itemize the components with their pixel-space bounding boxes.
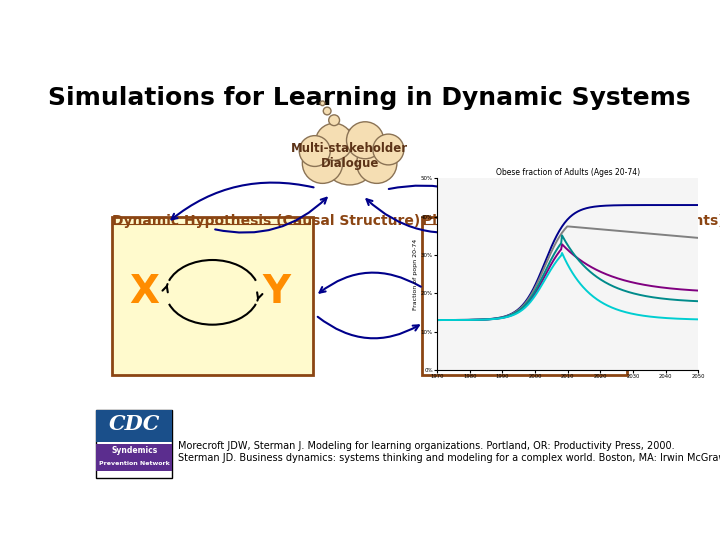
FancyBboxPatch shape: [112, 217, 313, 375]
Circle shape: [300, 136, 330, 166]
Circle shape: [346, 122, 384, 159]
Text: Syndemics: Syndemics: [111, 446, 157, 455]
Circle shape: [323, 107, 331, 115]
Y-axis label: Fraction of popn 20-74: Fraction of popn 20-74: [413, 239, 418, 309]
Text: Multi-stakeholder
Dialogue: Multi-stakeholder Dialogue: [291, 141, 408, 170]
Text: Y: Y: [262, 273, 290, 312]
FancyBboxPatch shape: [96, 455, 172, 471]
Title: Obese fraction of Adults (Ages 20-74): Obese fraction of Adults (Ages 20-74): [495, 168, 640, 178]
Circle shape: [320, 101, 325, 106]
Circle shape: [329, 115, 340, 126]
Text: Simulations for Learning in Dynamic Systems: Simulations for Learning in Dynamic Syst…: [48, 86, 690, 110]
Text: Plausible Futures (Policy Experiments): Plausible Futures (Policy Experiments): [422, 214, 720, 228]
Circle shape: [302, 143, 343, 184]
Circle shape: [373, 134, 404, 165]
Text: X: X: [130, 273, 159, 312]
Text: Dynamic Hypothesis (Causal Structure): Dynamic Hypothesis (Causal Structure): [112, 214, 420, 228]
Text: Morecroft JDW, Sterman J. Modeling for learning organizations. Portland, OR: Pro: Morecroft JDW, Sterman J. Modeling for l…: [178, 441, 674, 450]
FancyBboxPatch shape: [96, 410, 172, 442]
FancyBboxPatch shape: [96, 410, 172, 477]
Circle shape: [356, 143, 397, 184]
FancyBboxPatch shape: [422, 217, 627, 375]
Circle shape: [322, 130, 377, 185]
Circle shape: [315, 123, 353, 160]
Text: CDC: CDC: [109, 414, 160, 434]
Text: Sterman JD. Business dynamics: systems thinking and modeling for a complex world: Sterman JD. Business dynamics: systems t…: [178, 453, 720, 463]
Text: Prevention Network: Prevention Network: [99, 461, 169, 466]
FancyBboxPatch shape: [96, 444, 172, 456]
